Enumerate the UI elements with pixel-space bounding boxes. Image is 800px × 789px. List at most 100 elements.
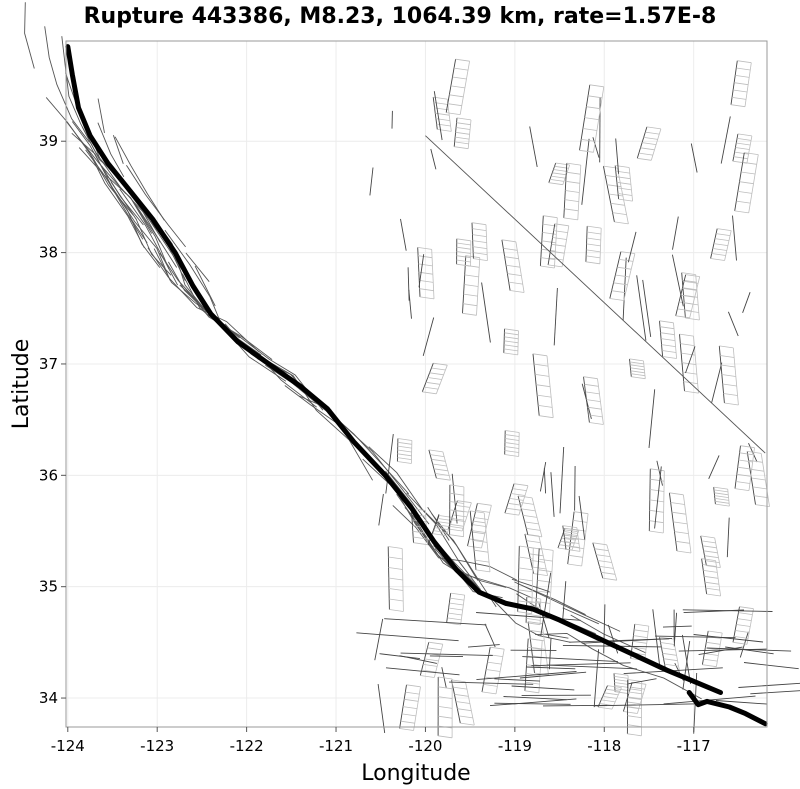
fault-plane-edge xyxy=(617,168,629,224)
fault-plane-rung xyxy=(706,565,721,568)
fault-plane-rung xyxy=(564,537,579,540)
fault-plane-rung xyxy=(526,528,541,531)
fault-plane-rung xyxy=(597,706,613,710)
fault-plane-rung xyxy=(470,510,485,514)
fault-plane-rung xyxy=(649,499,664,503)
fault-plane-rung xyxy=(646,126,661,130)
fault-plane-rung xyxy=(754,495,769,499)
background-fault xyxy=(194,265,216,307)
fault-plane-rung xyxy=(638,152,653,156)
fault-plane-rung xyxy=(630,367,645,371)
fault-plane-rung xyxy=(701,558,716,561)
fault-plane-rung xyxy=(454,146,469,150)
fault-plane-rung xyxy=(736,624,751,627)
fault-plane-rung xyxy=(490,646,505,650)
fault-plane-rung xyxy=(703,658,718,662)
background-fault xyxy=(543,468,547,494)
fault-plane-rung xyxy=(616,176,631,180)
background-fault xyxy=(539,462,547,492)
fault-plane-rung xyxy=(737,191,752,194)
fault-plane-rung xyxy=(452,514,467,518)
fault-plane-rung xyxy=(607,685,622,688)
fault-plane-rung xyxy=(602,696,617,699)
fault-plane-rung xyxy=(700,535,715,539)
background-fault xyxy=(750,690,800,695)
fault-plane-rung xyxy=(518,589,533,593)
fault-plane-rung xyxy=(526,596,541,600)
fault-plane-rung xyxy=(472,228,487,231)
fault-plane-rung xyxy=(564,527,579,531)
fault-plane-rung xyxy=(572,520,588,523)
fault-plane-rung xyxy=(429,372,444,376)
fault-plane-rung xyxy=(400,720,415,724)
fault-plane-rung xyxy=(425,381,440,385)
fault-plane-rung xyxy=(509,498,524,501)
background-fault xyxy=(134,204,178,268)
fault-plane-edge xyxy=(643,360,646,379)
fault-plane-rung xyxy=(601,699,616,703)
fault-plane-rung xyxy=(734,210,749,214)
fault-plane-rung xyxy=(397,438,412,441)
fault-plane-rung xyxy=(447,103,462,107)
fault-plane-rung xyxy=(437,129,452,132)
fault-plane-rung xyxy=(722,383,737,387)
fault-plane-edge xyxy=(561,225,570,267)
fault-plane-rung xyxy=(627,679,642,682)
fault-plane-rung xyxy=(723,393,738,396)
fault-plane-rung xyxy=(503,247,518,251)
background-fault xyxy=(673,612,678,647)
fault-plane-rung xyxy=(614,688,629,691)
fault-plane-edge xyxy=(683,494,692,554)
fault-plane-edge xyxy=(693,336,699,394)
background-fault xyxy=(746,451,756,505)
fault-plane-rung xyxy=(565,549,581,552)
fault-plane-rung xyxy=(432,533,447,536)
fault-plane-edge xyxy=(662,470,665,534)
fault-plane-rung xyxy=(419,296,435,300)
fault-plane-rung xyxy=(447,617,462,621)
fault-plane-rung xyxy=(627,733,642,737)
fault-plane-edge xyxy=(546,355,554,418)
fault-plane-rung xyxy=(627,724,642,728)
background-fault xyxy=(494,702,571,705)
fault-plane-rung xyxy=(682,287,697,291)
fault-plane-rung xyxy=(705,587,720,591)
fault-plane-edge xyxy=(760,453,770,507)
fault-plane-rung xyxy=(548,264,563,268)
fault-plane-rung xyxy=(397,461,412,464)
fault-plane-rung xyxy=(741,171,756,175)
fault-plane-rung xyxy=(533,573,548,576)
fault-plane-rung xyxy=(399,728,414,731)
fault-plane-rung xyxy=(540,257,555,260)
background-fault xyxy=(529,126,538,167)
fault-plane-rung xyxy=(505,434,520,437)
fault-plane-rung xyxy=(486,669,501,672)
fault-plane-rung xyxy=(584,383,599,387)
fault-plane-rung xyxy=(401,713,416,717)
fault-plane-edge xyxy=(538,640,543,693)
fault-plane-rung xyxy=(682,287,697,291)
fault-plane-rung xyxy=(436,477,451,481)
fault-plane-rung xyxy=(568,554,583,558)
fault-plane-edge xyxy=(644,626,650,661)
fault-plane-rung xyxy=(450,592,465,596)
chart-title: Rupture 443386, M8.23, 1064.39 km, rate=… xyxy=(84,4,717,29)
background-fault xyxy=(147,247,260,353)
fault-plane-rung xyxy=(629,361,644,365)
fault-plane-rung xyxy=(594,548,609,552)
background-fault xyxy=(662,625,692,628)
fault-plane-rung xyxy=(615,691,630,695)
background-fault xyxy=(578,495,586,540)
fault-plane-rung xyxy=(472,240,487,243)
background-fault xyxy=(467,644,500,648)
y-tick-label: 34 xyxy=(39,689,58,707)
fault-plane-rung xyxy=(719,345,734,349)
fault-plane-rung xyxy=(536,590,551,594)
fault-plane-edge xyxy=(459,61,470,115)
fault-plane-edge xyxy=(518,485,529,516)
background-fault xyxy=(742,292,751,313)
fault-plane-rung xyxy=(397,441,412,445)
x-tick-label: -123 xyxy=(140,737,174,755)
fault-plane-rung xyxy=(555,162,570,166)
background-fault xyxy=(531,662,631,667)
